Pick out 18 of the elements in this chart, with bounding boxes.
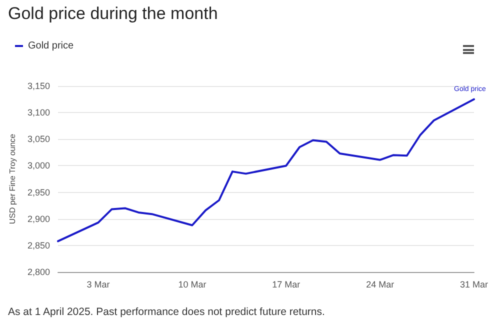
y-tick-label: 2,850 [27,240,50,250]
chart-title: Gold price during the month [8,4,218,24]
y-tick-label: 3,050 [27,134,50,144]
legend-label: Gold price [28,40,74,52]
y-axis-title: USD per Fine Troy ounce [8,133,18,224]
y-tick-label: 2,900 [27,214,50,224]
y-tick-label: 2,800 [27,267,50,277]
x-tick-label: 3 Mar [86,280,110,290]
y-tick-label: 3,000 [27,160,50,171]
x-tick-label: 10 Mar [178,280,206,290]
x-tick-label: 17 Mar [272,280,300,290]
x-tick-label: 24 Mar [366,280,394,290]
y-tick-label: 2,950 [27,187,50,198]
line-series [57,98,475,242]
text: As at 1 April 2025. Past performance does not predict future returns. [8,306,325,318]
y-tick-label: 3,100 [27,108,50,118]
x-tick-label: 31 Mar [460,280,488,290]
y-tick-label: 3,150 [27,81,50,91]
